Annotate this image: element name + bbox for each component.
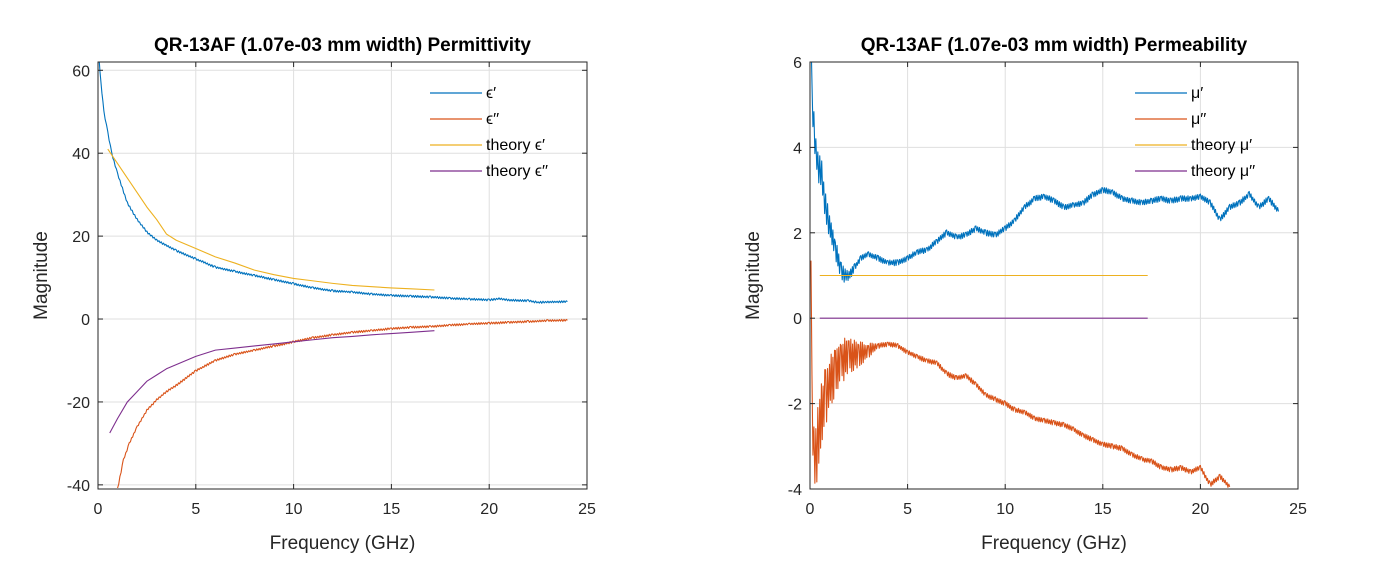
x-tick-label: 20 <box>1192 501 1210 518</box>
series-line-4 <box>109 330 435 434</box>
y-tick-label: -2 <box>788 397 802 414</box>
legend-label-1: μ′ <box>1191 85 1203 102</box>
y-tick-label: 20 <box>72 229 90 246</box>
y-tick-label: 4 <box>793 140 802 157</box>
legend-label-4: theory ϵ′′ <box>486 163 548 180</box>
x-tick-label: 0 <box>94 501 103 518</box>
legend: ϵ′ ϵ′′ theory ϵ′ theory ϵ′′ <box>430 85 548 180</box>
x-tick-label: 25 <box>1289 501 1307 518</box>
y-tick-label: 60 <box>72 63 90 80</box>
chart-title: QR-13AF (1.07e-03 mm width) Permittivity <box>154 35 531 56</box>
x-tick-label: 5 <box>191 501 200 518</box>
y-tick-label: -4 <box>788 482 802 499</box>
x-tick-label: 15 <box>1094 501 1112 518</box>
x-axis-label: Frequency (GHz) <box>270 533 416 554</box>
series-line-2 <box>810 260 1231 488</box>
y-tick-label: 0 <box>81 312 90 329</box>
grid <box>97 62 588 489</box>
x-tick-label: 0 <box>806 501 815 518</box>
x-tick-label: 20 <box>480 501 498 518</box>
axes-box <box>97 61 588 490</box>
x-axis-label: Frequency (GHz) <box>981 533 1127 554</box>
legend-label-2: ϵ′′ <box>486 111 499 128</box>
y-tick-label: 2 <box>793 226 802 243</box>
chart-panel-1: 0 5 10 15 20 25 -40 -20 0 20 40 60 QR-13AF (1.07e-03… <box>31 35 596 554</box>
legend-label-4: theory μ′′ <box>1191 163 1255 180</box>
x-tick-label: 25 <box>578 501 596 518</box>
legend: μ′ μ′′ theory μ′ theory μ′′ <box>1135 85 1255 180</box>
series-line-1 <box>98 62 568 304</box>
series-line-3 <box>107 148 435 291</box>
x-tick-label: 10 <box>285 501 303 518</box>
y-tick-label: 40 <box>72 146 90 163</box>
legend-label-3: theory μ′ <box>1191 137 1252 154</box>
x-tick-label: 5 <box>903 501 912 518</box>
series-group <box>810 62 1280 488</box>
series-group <box>98 62 568 489</box>
y-axis-label: Magnitude <box>31 231 52 320</box>
series-line-2 <box>117 318 568 489</box>
chart-panel-2: 0 5 10 15 20 25 -4 -2 0 2 4 6 QR-13AF (1.07e-03 mm w… <box>743 35 1307 554</box>
series-line-1 <box>810 62 1280 283</box>
y-tick-label: -40 <box>67 478 90 495</box>
legend-label-1: ϵ′ <box>486 85 496 102</box>
legend-label-3: theory ϵ′ <box>486 137 545 154</box>
y-tick-label: 0 <box>793 311 802 328</box>
x-tick-label: 15 <box>383 501 401 518</box>
y-tick-label: 6 <box>793 55 802 72</box>
chart-title: QR-13AF (1.07e-03 mm width) Permeability <box>861 35 1248 56</box>
x-tick-label: 10 <box>996 501 1014 518</box>
y-tick-label: -20 <box>67 395 90 412</box>
legend-label-2: μ′′ <box>1191 111 1206 128</box>
y-axis-label: Magnitude <box>743 231 764 320</box>
axes-box <box>809 61 1299 490</box>
